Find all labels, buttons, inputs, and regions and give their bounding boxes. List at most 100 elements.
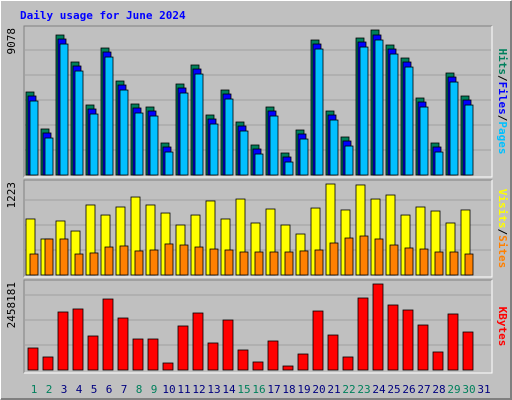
bar <box>402 309 414 371</box>
bar <box>464 104 474 176</box>
bar <box>164 243 174 276</box>
bar <box>282 365 294 371</box>
bar <box>342 356 354 371</box>
x-tick-label: 24 <box>372 383 386 396</box>
bar <box>449 251 459 276</box>
x-tick-label: 5 <box>91 383 98 396</box>
panel-edge-dark <box>23 279 492 373</box>
bar <box>419 248 429 276</box>
bar <box>74 253 84 276</box>
x-tick-label: 30 <box>462 383 475 396</box>
x-tick-label: 16 <box>252 383 265 396</box>
legend-entry: KBytes <box>496 307 509 347</box>
x-tick-label: 26 <box>402 383 415 396</box>
x-tick-label: 10 <box>162 383 175 396</box>
bar <box>44 137 54 176</box>
bar <box>147 338 159 371</box>
x-tick-label: 25 <box>387 383 400 396</box>
bar <box>44 238 54 276</box>
bar <box>434 251 444 276</box>
bar <box>269 251 279 276</box>
x-tick-label: 20 <box>312 383 325 396</box>
x-tick-label: 17 <box>267 383 280 396</box>
x-tick-label: 1 <box>31 383 38 396</box>
panel-edge-light <box>24 280 493 374</box>
bar <box>194 246 204 276</box>
panel-edge-light <box>24 26 493 178</box>
bar <box>327 334 339 371</box>
x-tick-label: 9 <box>151 383 158 396</box>
bar <box>42 356 54 371</box>
x-tick-label: 3 <box>61 383 68 396</box>
bar <box>387 304 399 371</box>
bar <box>464 253 474 276</box>
bar <box>329 242 339 276</box>
bar <box>432 351 444 371</box>
legend-separator: / <box>496 229 509 236</box>
bar <box>162 362 174 371</box>
bar <box>359 46 369 176</box>
bar <box>59 43 69 176</box>
bar <box>419 106 429 176</box>
panel-edge-dark <box>23 179 492 277</box>
bar <box>389 53 399 176</box>
legend-entry: Pages <box>496 121 509 154</box>
legend-entry: Sites <box>496 235 509 268</box>
bar <box>164 151 174 176</box>
x-tick-label: 23 <box>357 383 370 396</box>
bar <box>299 138 309 176</box>
x-tick-label: 18 <box>282 383 295 396</box>
bar <box>224 249 234 276</box>
bar <box>209 248 219 276</box>
x-tick-label: 29 <box>447 383 460 396</box>
bar <box>344 145 354 176</box>
legend: KBytes <box>496 307 509 347</box>
legend: Visits/Sites <box>496 189 509 269</box>
x-tick-label: 8 <box>136 383 143 396</box>
bar <box>344 237 354 276</box>
bar <box>179 92 189 176</box>
bar <box>297 353 309 371</box>
bar <box>267 340 279 371</box>
x-tick-label: 12 <box>192 383 205 396</box>
bar <box>404 66 414 176</box>
bar <box>192 312 204 371</box>
bar <box>449 81 459 176</box>
bar <box>314 48 324 176</box>
legend-entry: Visits <box>496 189 509 229</box>
chart-title: Daily usage for June 2024 <box>20 9 186 22</box>
bar <box>359 235 369 276</box>
x-tick-label: 14 <box>222 383 236 396</box>
bar <box>119 245 129 276</box>
bar <box>87 335 99 371</box>
bar <box>372 283 384 371</box>
bar <box>239 130 249 176</box>
bar <box>404 247 414 276</box>
bar <box>102 298 114 371</box>
bar <box>462 331 474 371</box>
bar <box>284 251 294 276</box>
legend-entry: Hits <box>496 49 509 76</box>
bar <box>357 297 369 371</box>
bar <box>149 115 159 176</box>
bar <box>134 112 144 176</box>
panel-edge-light <box>24 180 493 278</box>
x-tick-label: 27 <box>417 383 430 396</box>
bar <box>149 249 159 276</box>
legend-separator: / <box>496 75 509 82</box>
bar <box>89 252 99 276</box>
x-tick-label: 11 <box>177 383 190 396</box>
bar <box>254 153 264 176</box>
x-tick-label: 4 <box>76 383 83 396</box>
bar <box>312 310 324 371</box>
x-tick-label: 28 <box>432 383 445 396</box>
y-tick-label: 2458181 <box>5 282 18 328</box>
bar <box>434 151 444 176</box>
bar <box>134 250 144 276</box>
bar <box>119 89 129 176</box>
x-tick-label: 13 <box>207 383 220 396</box>
x-tick-label: 22 <box>342 383 355 396</box>
x-tick-label: 31 <box>477 383 490 396</box>
bar <box>224 98 234 176</box>
bar <box>329 119 339 176</box>
